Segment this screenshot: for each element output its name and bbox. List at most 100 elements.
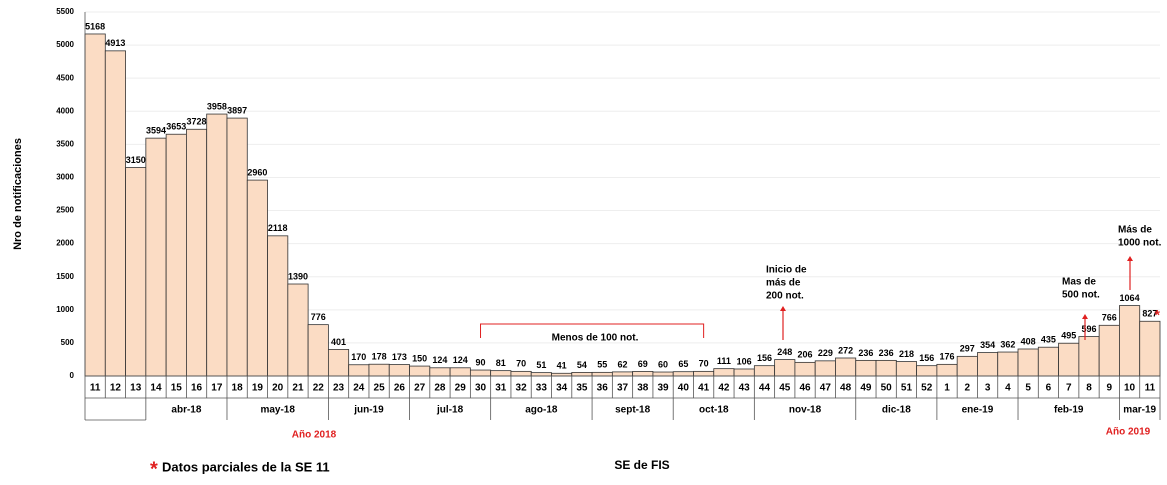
value-label: 51 <box>536 360 546 370</box>
x-tick-label: 35 <box>576 383 588 394</box>
x-tick-label: 7 <box>1066 383 1072 394</box>
x-tick-label: 21 <box>292 383 304 394</box>
asterisk-marker: * <box>1155 307 1161 323</box>
bar <box>1078 336 1100 377</box>
x-tick-label: 45 <box>779 383 791 394</box>
x-tick-label: 9 <box>1107 383 1113 394</box>
bar <box>814 360 836 377</box>
x-tick-label: 11 <box>1145 383 1156 394</box>
value-label: 401 <box>331 337 346 347</box>
y-tick-label: 5500 <box>56 7 74 16</box>
value-label: 170 <box>351 352 366 362</box>
bar <box>1139 320 1161 377</box>
bar <box>916 365 938 377</box>
bar <box>977 352 999 377</box>
x-tick-label: 26 <box>394 383 406 394</box>
x-tick-label: 31 <box>495 383 507 394</box>
value-label: 178 <box>372 352 387 362</box>
x-tick-label: 3 <box>985 383 991 394</box>
bar <box>571 372 593 377</box>
x-tick-label: 41 <box>698 383 710 394</box>
x-tick-label: 18 <box>232 383 244 394</box>
value-label: 62 <box>617 359 627 369</box>
x-tick-label: 11 <box>90 383 101 394</box>
y-tick-label: 5000 <box>56 40 74 49</box>
value-label: 766 <box>1102 313 1117 323</box>
month-label: nov-18 <box>789 405 822 416</box>
value-label: 90 <box>476 357 486 367</box>
x-tick-label: 51 <box>901 383 913 394</box>
bar <box>611 371 634 377</box>
x-tick-label: 16 <box>191 383 203 394</box>
annotation: Inicio de <box>766 265 807 276</box>
bar <box>226 117 248 377</box>
value-label: 106 <box>737 356 752 366</box>
month-label: jun-19 <box>353 405 384 416</box>
value-label: 156 <box>919 353 934 363</box>
value-label: 173 <box>392 352 407 362</box>
value-label: 3897 <box>227 105 247 115</box>
bar <box>490 370 512 377</box>
bar <box>672 371 694 377</box>
value-label: 70 <box>699 359 709 369</box>
bar <box>449 367 471 377</box>
bar <box>125 167 147 377</box>
x-tick-label: 1 <box>944 383 950 394</box>
annotation: Más de <box>1118 225 1152 236</box>
bar <box>206 113 228 377</box>
footnote: Datos parciales de la SE 11 <box>162 459 330 474</box>
footnote-asterisk: * <box>150 458 158 480</box>
value-label: 65 <box>678 359 688 369</box>
value-label: 495 <box>1061 331 1076 341</box>
bar <box>1017 348 1039 377</box>
value-label: 776 <box>311 312 326 322</box>
value-label: 41 <box>557 361 567 371</box>
bar <box>693 370 715 377</box>
value-label: 150 <box>412 353 427 363</box>
arrow-head <box>1082 314 1088 319</box>
y-tick-label: 3500 <box>56 139 74 148</box>
value-label: 218 <box>899 349 914 359</box>
x-tick-label: 34 <box>556 383 568 394</box>
value-label: 248 <box>777 347 792 357</box>
value-label: 124 <box>432 355 447 365</box>
bar <box>875 359 897 377</box>
y-tick-label: 2000 <box>56 239 74 248</box>
month-label: ago-18 <box>525 405 558 416</box>
bar <box>956 355 978 377</box>
x-tick-label: 33 <box>536 383 548 394</box>
bar <box>388 364 410 377</box>
x-tick-label: 6 <box>1046 383 1052 394</box>
x-tick-label: 25 <box>374 383 386 394</box>
x-tick-label: 47 <box>820 383 832 394</box>
bar <box>1058 342 1080 377</box>
bar <box>267 235 289 377</box>
bar <box>348 364 370 377</box>
value-label: 596 <box>1081 324 1096 334</box>
y-tick-label: 4500 <box>56 73 74 82</box>
x-tick-label: 48 <box>840 383 852 394</box>
annotation: Menos de 100 not. <box>552 333 639 344</box>
value-label: 272 <box>838 345 853 355</box>
value-label: 3150 <box>126 155 146 165</box>
x-tick-label: 15 <box>171 383 183 394</box>
bar <box>530 372 552 377</box>
bar <box>794 361 816 377</box>
y-tick-label: 1000 <box>56 305 74 314</box>
bar <box>1098 324 1120 377</box>
month-label: abr-18 <box>171 405 201 416</box>
bar <box>895 361 918 377</box>
value-label: 124 <box>453 355 468 365</box>
bar <box>551 372 573 377</box>
bar <box>429 367 451 377</box>
x-tick-label: 5 <box>1025 383 1031 394</box>
value-label: 354 <box>980 340 995 350</box>
x-tick-label: 23 <box>333 383 345 394</box>
annotation: más de <box>766 278 801 289</box>
month-label: jul-18 <box>436 405 464 416</box>
annotation: 500 not. <box>1062 290 1100 301</box>
value-label: 54 <box>577 360 587 370</box>
bar <box>997 351 1019 377</box>
value-label: 297 <box>960 344 975 354</box>
